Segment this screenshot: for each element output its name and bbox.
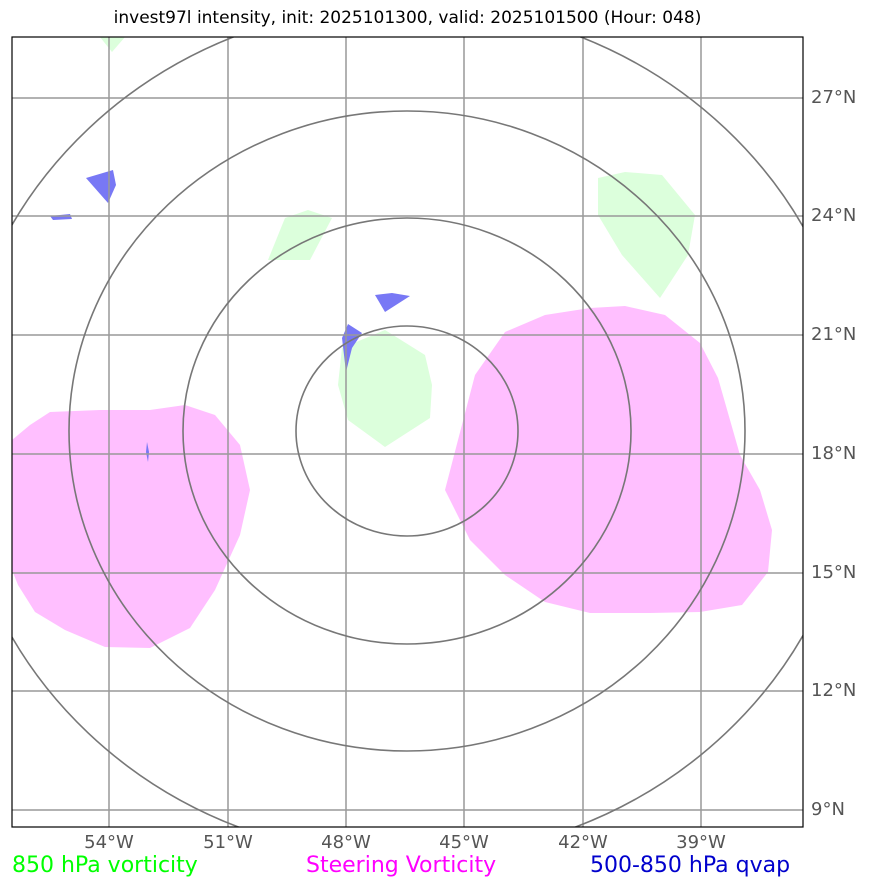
lat-label-15n: 15°N [811,562,857,583]
range-ring-3 [68,110,746,752]
legend-steering-vorticity: Steering Vorticity [306,853,497,878]
lat-label-27n: 27°N [811,87,857,108]
lon-label-51w: 51°W [203,832,253,853]
legend-qvap: 500-850 hPa qvap [590,853,791,878]
range-ring-1 [295,325,519,537]
map-frame [11,36,804,828]
lat-label-18n: 18°N [811,443,857,464]
lat-label-24n: 24°N [811,205,857,226]
map-title: invest97l intensity, init: 2025101300, v… [113,8,702,28]
range-rings [12,37,803,827]
legend-850hpa-vorticity: 850 hPa vorticity [12,853,198,878]
vort850-shading [100,37,695,447]
lon-label-42w: 42°W [558,832,608,853]
lat-label-12n: 12°N [811,680,857,701]
lat-label-9n: 9°N [811,799,845,820]
lon-label-48w: 48°W [321,832,371,853]
lon-label-45w: 45°W [439,832,489,853]
lat-lon-grid [12,37,803,827]
lon-label-54w: 54°W [84,832,134,853]
range-ring-2 [182,217,632,645]
lon-label-39w: 39°W [676,832,726,853]
lat-label-21n: 21°N [811,324,857,345]
